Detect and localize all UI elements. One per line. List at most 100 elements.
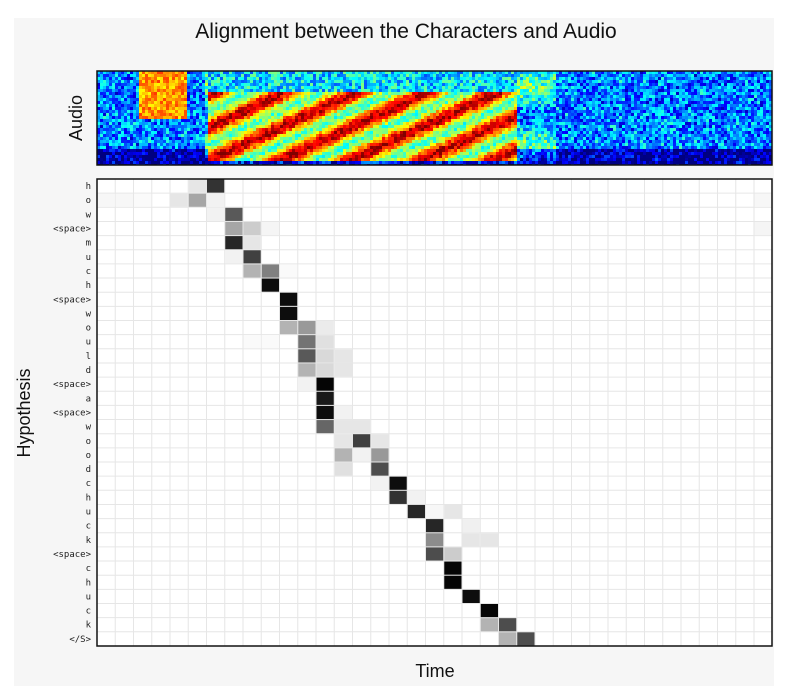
spectrogram-pixel (241, 98, 244, 101)
spectrogram-pixel (445, 119, 448, 122)
spectrogram-pixel (298, 122, 301, 125)
spectrogram-pixel (250, 113, 253, 116)
spectrogram-pixel (556, 116, 559, 119)
spectrogram-pixel (553, 101, 556, 104)
spectrogram-pixel (454, 140, 457, 143)
spectrogram-pixel (400, 140, 403, 143)
spectrogram-pixel (451, 116, 454, 119)
spectrogram-pixel (376, 155, 379, 158)
spectrogram-pixel (361, 146, 364, 149)
spectrogram-pixel (292, 146, 295, 149)
spectrogram-pixel (301, 149, 304, 152)
spectrogram-pixel (226, 101, 229, 104)
spectrogram-pixel (238, 131, 241, 134)
spectrogram-pixel (193, 89, 196, 92)
spectrogram-pixel (337, 116, 340, 119)
spectrogram-pixel (490, 95, 493, 98)
spectrogram-pixel (484, 119, 487, 122)
spectrogram-pixel (178, 74, 181, 77)
spectrogram-pixel (151, 92, 154, 95)
spectrogram-pixel (319, 143, 322, 146)
spectrogram-pixel (550, 131, 553, 134)
spectrogram-pixel (316, 95, 319, 98)
spectrogram-pixel (394, 110, 397, 113)
spectrogram-pixel (211, 131, 214, 134)
spectrogram-pixel (229, 71, 232, 74)
spectrogram-pixel (415, 161, 418, 164)
spectrogram-pixel (499, 119, 502, 122)
spectrogram-pixel (457, 155, 460, 158)
spectrogram-pixel (163, 140, 166, 143)
spectrogram-pixel (175, 80, 178, 83)
spectrogram-pixel (247, 161, 250, 164)
spectrogram-pixel (352, 95, 355, 98)
spectrogram-pixel (172, 80, 175, 83)
spectrogram-pixel (145, 74, 148, 77)
spectrogram-pixel (100, 116, 103, 119)
spectrogram-pixel (502, 119, 505, 122)
spectrogram-pixel (220, 104, 223, 107)
spectrogram-pixel (448, 95, 451, 98)
spectrogram-pixel (514, 80, 517, 83)
spectrogram-pixel (160, 89, 163, 92)
spectrogram-pixel (340, 152, 343, 155)
spectrogram-pixel (280, 158, 283, 161)
spectrogram-pixel (226, 98, 229, 101)
spectrogram-pixel (328, 77, 331, 80)
spectrogram-pixel (460, 140, 463, 143)
spectrogram-pixel (553, 89, 556, 92)
spectrogram-pixel (220, 158, 223, 161)
spectrogram-pixel (502, 83, 505, 86)
spectrogram-pixel (505, 113, 508, 116)
spectrogram-pixel (412, 74, 415, 77)
spectrogram-pixel (100, 155, 103, 158)
spectrogram-pixel (289, 119, 292, 122)
spectrogram-pixel (508, 77, 511, 80)
spectrogram-pixel (487, 80, 490, 83)
spectrogram-pixel (484, 116, 487, 119)
spectrogram-pixel (481, 122, 484, 125)
spectrogram-pixel (259, 98, 262, 101)
spectrogram-pixel (136, 128, 139, 131)
spectrogram-pixel (514, 89, 517, 92)
spectrogram-pixel (313, 89, 316, 92)
spectrogram-pixel (238, 155, 241, 158)
spectrogram-pixel (436, 113, 439, 116)
spectrogram-pixel (394, 149, 397, 152)
spectrogram-pixel (427, 74, 430, 77)
spectrogram-pixel (271, 86, 274, 89)
spectrogram-pixel (301, 86, 304, 89)
spectrogram-pixel (178, 143, 181, 146)
spectrogram-pixel (295, 161, 298, 164)
spectrogram-pixel (394, 71, 397, 74)
spectrogram-pixel (535, 77, 538, 80)
spectrogram-pixel (289, 155, 292, 158)
spectrogram-pixel (409, 131, 412, 134)
spectrogram-pixel (496, 74, 499, 77)
spectrogram-pixel (253, 107, 256, 110)
spectrogram-pixel (541, 89, 544, 92)
spectrogram-pixel (271, 104, 274, 107)
spectrogram-pixel (394, 119, 397, 122)
spectrogram-pixel (379, 140, 382, 143)
spectrogram-pixel (253, 119, 256, 122)
spectrogram-pixel (472, 95, 475, 98)
spectrogram-pixel (151, 134, 154, 137)
spectrogram-pixel (349, 86, 352, 89)
spectrogram-pixel (100, 77, 103, 80)
spectrogram-pixel (505, 89, 508, 92)
spectrogram-pixel (244, 83, 247, 86)
spectrogram-pixel (115, 74, 118, 77)
spectrogram-pixel (517, 107, 520, 110)
spectrogram-pixel (268, 149, 271, 152)
spectrogram-pixel (445, 143, 448, 146)
spectrogram-pixel (316, 113, 319, 116)
spectrogram-pixel (103, 98, 106, 101)
spectrogram-pixel (445, 80, 448, 83)
spectrogram-pixel (265, 122, 268, 125)
spectrogram-pixel (166, 134, 169, 137)
spectrogram-pixel (529, 92, 532, 95)
spectrogram-pixel (187, 86, 190, 89)
spectrogram-pixel (121, 134, 124, 137)
spectrogram-pixel (166, 86, 169, 89)
